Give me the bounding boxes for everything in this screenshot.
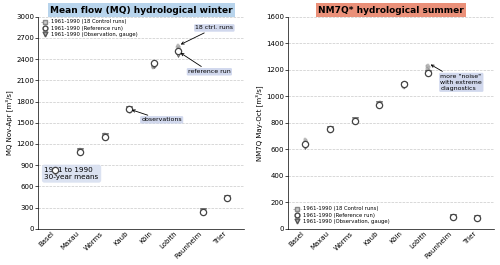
Text: observations: observations [132,110,182,122]
Legend: 1961-1990 (18 Control runs), 1961-1990 (Reference run), 1961-1990 (Observation, : 1961-1990 (18 Control runs), 1961-1990 (… [41,19,138,37]
Title: NM7Q* hydrological summer: NM7Q* hydrological summer [318,6,464,15]
Text: 1961 to 1990
30-year means: 1961 to 1990 30-year means [44,167,98,180]
Y-axis label: NM7Q May-Oct [m³/s]: NM7Q May-Oct [m³/s] [256,85,264,161]
Text: 18 ctrl. runs: 18 ctrl. runs [182,25,234,44]
Title: Mean flow (MQ) hydrological winter: Mean flow (MQ) hydrological winter [50,6,232,15]
Y-axis label: MQ Nov-Apr [m³/s]: MQ Nov-Apr [m³/s] [6,90,14,155]
Text: more "noise"
with extreme
diagnostics: more "noise" with extreme diagnostics [432,65,482,91]
Text: reference run: reference run [182,53,230,74]
Legend: 1961-1990 (18 Control runs), 1961-1990 (Reference run), 1961-1990 (Observation, : 1961-1990 (18 Control runs), 1961-1990 (… [293,206,390,224]
